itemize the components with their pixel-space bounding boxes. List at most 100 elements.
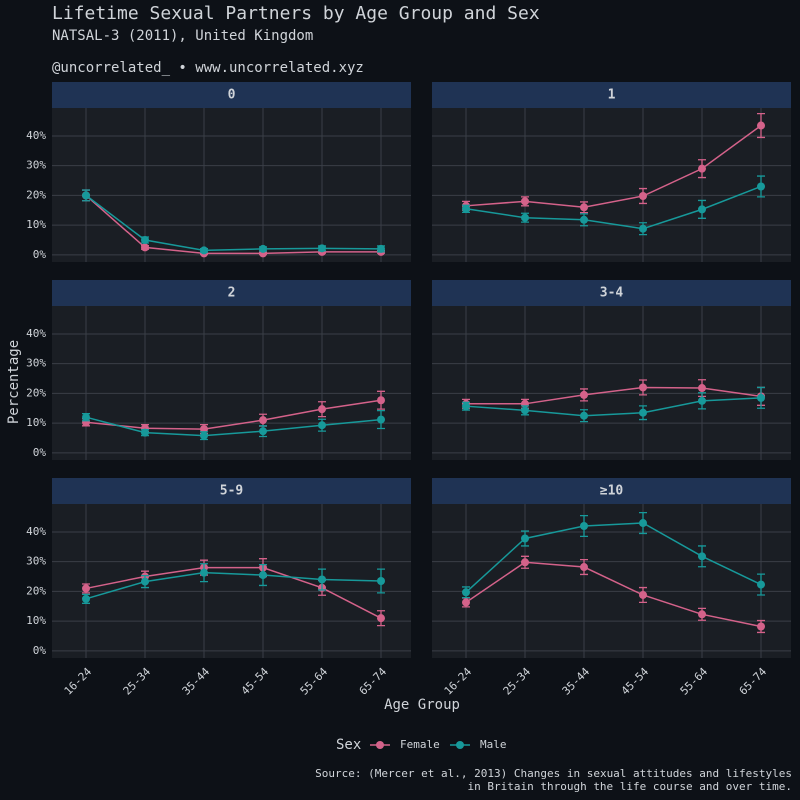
point xyxy=(580,390,588,399)
point xyxy=(200,246,208,255)
point xyxy=(580,203,588,212)
point xyxy=(521,558,529,567)
y-tick-label: 40% xyxy=(26,525,46,538)
point xyxy=(82,594,90,603)
caption: in Britain through the life course and o… xyxy=(467,780,792,793)
facet-title: 0 xyxy=(228,88,236,103)
y-tick-label: 20% xyxy=(26,188,46,201)
point xyxy=(580,563,588,572)
strip xyxy=(52,280,411,306)
panel xyxy=(432,306,791,460)
point xyxy=(639,383,647,392)
panel xyxy=(432,108,791,262)
point xyxy=(318,244,326,253)
y-tick-label: 10% xyxy=(26,614,46,627)
point xyxy=(200,431,208,440)
point xyxy=(462,402,470,411)
y-tick-label: 20% xyxy=(26,584,46,597)
series-line xyxy=(85,194,381,255)
y-tick-label: 10% xyxy=(26,218,46,231)
facet-title: 3-4 xyxy=(600,286,624,301)
point xyxy=(462,598,470,607)
y-tick-label: 30% xyxy=(26,159,46,172)
point xyxy=(639,192,647,200)
point xyxy=(259,427,267,436)
series-line xyxy=(466,386,762,405)
strip xyxy=(432,82,791,108)
series-line xyxy=(85,194,382,252)
point xyxy=(377,614,385,623)
series-line xyxy=(465,522,762,593)
legend-label: Female xyxy=(400,738,440,751)
y-tick-label: 30% xyxy=(26,357,46,370)
point xyxy=(580,522,588,530)
point xyxy=(82,191,90,200)
point xyxy=(141,243,149,252)
point xyxy=(82,584,90,593)
y-tick-label: 40% xyxy=(26,327,46,340)
point xyxy=(377,577,385,585)
strip xyxy=(432,280,791,306)
point xyxy=(757,121,765,130)
point xyxy=(639,224,647,233)
y-tick-label: 0% xyxy=(33,248,47,261)
y-tick-label: 0% xyxy=(33,446,47,459)
point xyxy=(580,215,588,224)
point xyxy=(521,406,529,415)
y-tick-label: 0% xyxy=(33,644,47,657)
point xyxy=(698,384,706,393)
series-line xyxy=(85,571,382,600)
point xyxy=(639,590,647,599)
point xyxy=(462,588,470,597)
point xyxy=(757,622,765,631)
point xyxy=(259,571,267,580)
point xyxy=(318,405,326,414)
point xyxy=(259,416,267,425)
y-axis-label: Percentage xyxy=(6,340,22,424)
panel xyxy=(432,504,791,658)
point xyxy=(318,421,326,430)
point xyxy=(580,411,588,420)
legend-label: Male xyxy=(480,738,507,751)
legend-key-point xyxy=(376,741,384,749)
point xyxy=(698,164,706,173)
y-tick-label: 20% xyxy=(26,386,46,399)
y-tick-label: 10% xyxy=(26,416,46,429)
point xyxy=(377,415,385,424)
point xyxy=(521,197,529,206)
point xyxy=(200,425,208,434)
facet-title: 2 xyxy=(228,286,236,301)
y-tick-label: 40% xyxy=(26,129,46,142)
y-tick-label: 30% xyxy=(26,555,46,568)
point xyxy=(462,204,470,213)
facet-title: ≥10 xyxy=(600,484,624,499)
point xyxy=(377,396,385,405)
series-line xyxy=(465,185,762,230)
panel xyxy=(52,108,411,262)
panel xyxy=(52,306,411,460)
strip xyxy=(432,478,791,504)
x-axis-label: Age Group xyxy=(384,697,460,713)
point xyxy=(377,244,385,253)
caption: Source: (Mercer et al., 2013) Changes in… xyxy=(315,767,792,780)
facet-title: 1 xyxy=(608,88,616,103)
point xyxy=(639,408,647,417)
series-line xyxy=(85,416,382,437)
legend-key-point xyxy=(456,741,464,749)
point xyxy=(259,244,267,253)
point xyxy=(698,552,706,561)
point xyxy=(698,610,706,619)
legend-title: Sex xyxy=(336,737,361,753)
strip xyxy=(52,478,411,504)
point xyxy=(141,236,149,244)
facet-title: 5-9 xyxy=(220,484,243,499)
point xyxy=(698,396,706,405)
point xyxy=(318,575,326,584)
point xyxy=(521,213,529,222)
point xyxy=(757,580,765,589)
chart-subtitle: NATSAL-3 (2011), United Kingdom xyxy=(52,28,313,44)
chart-title: Lifetime Sexual Partners by Age Group an… xyxy=(52,3,540,24)
point xyxy=(141,428,149,437)
series-line xyxy=(85,399,382,430)
